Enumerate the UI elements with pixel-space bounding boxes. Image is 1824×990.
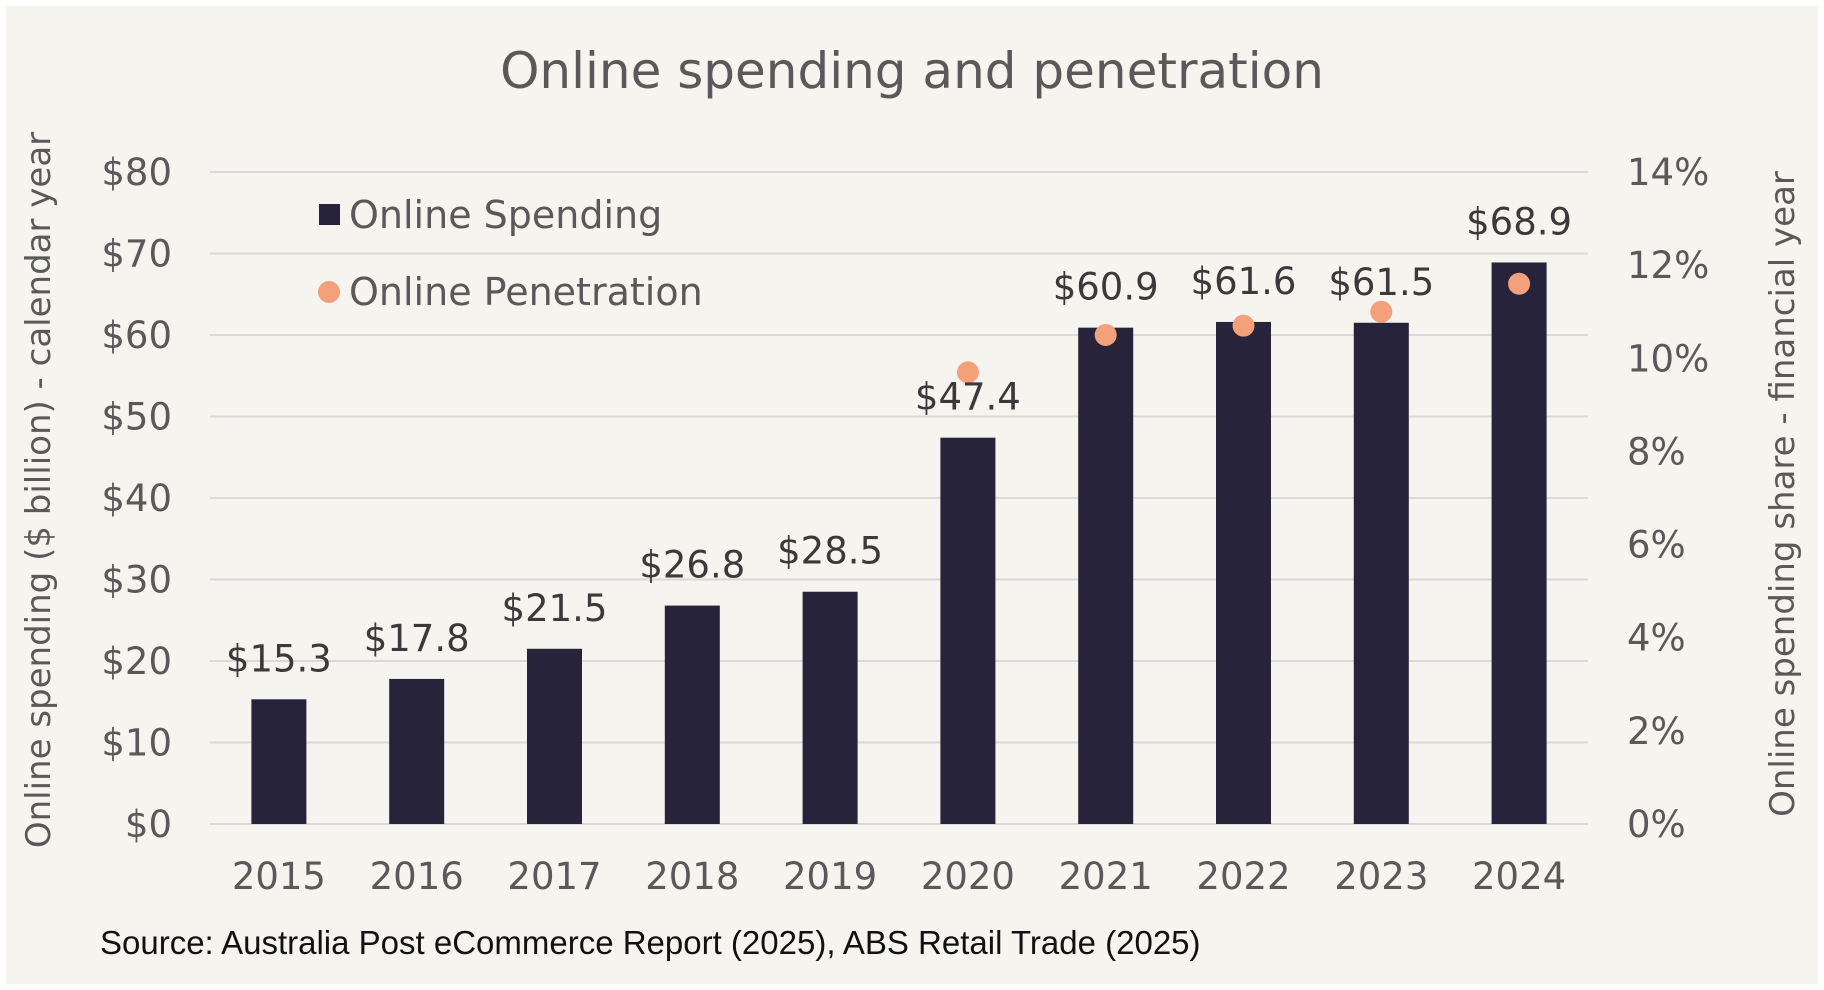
bar xyxy=(802,591,858,824)
x-tick-label: 2021 xyxy=(1059,855,1153,898)
penetration-dot xyxy=(1508,272,1531,295)
bar-value-label: $26.8 xyxy=(639,544,745,587)
x-tick-label: 2018 xyxy=(645,855,739,898)
bar xyxy=(664,605,720,824)
chart-title: Online spending and penetration xyxy=(500,42,1324,100)
y2-tick-label: 0% xyxy=(1627,803,1686,846)
y-tick-label: $0 xyxy=(125,803,172,846)
bar-value-label: $15.3 xyxy=(226,637,332,680)
y-tick-label: $40 xyxy=(101,477,172,520)
right-axis-title: Online spending share - financial year xyxy=(1763,171,1803,817)
y-tick-label: $20 xyxy=(101,640,172,683)
penetration-dot xyxy=(1370,300,1393,323)
y-tick-label: $30 xyxy=(101,559,172,602)
bar xyxy=(389,678,445,824)
legend-spending-label: Online Spending xyxy=(349,193,662,237)
bar xyxy=(1078,327,1134,824)
y2-tick-label: 4% xyxy=(1627,617,1686,660)
legend-bar-swatch xyxy=(319,204,340,225)
x-tick-label: 2016 xyxy=(370,855,464,898)
y-tick-label: $70 xyxy=(101,233,172,276)
y-tick-label: $50 xyxy=(101,396,172,439)
bar-value-label: $60.9 xyxy=(1053,266,1159,309)
bar xyxy=(251,699,307,824)
right-axis-ticks: 0% 2% 4% 6% 8% 10% 12% 14% xyxy=(1627,151,1709,846)
y-tick-label: $60 xyxy=(101,314,172,357)
bar-value-label: $61.5 xyxy=(1328,261,1434,304)
y2-tick-label: 12% xyxy=(1627,244,1709,287)
penetration-dot xyxy=(1094,324,1117,346)
dot-series xyxy=(956,272,1531,384)
y-tick-label: $10 xyxy=(101,722,172,765)
bar xyxy=(1491,262,1547,825)
legend: Online Spending Online Penetration xyxy=(318,193,703,314)
x-tick-label: 2020 xyxy=(921,855,1015,898)
bar xyxy=(1353,322,1409,824)
penetration-dot xyxy=(956,361,979,384)
bar-value-label: $68.9 xyxy=(1466,200,1572,243)
x-tick-label: 2015 xyxy=(232,855,326,898)
bar-value-label: $17.8 xyxy=(364,617,470,660)
bar-value-label: $28.5 xyxy=(777,530,883,573)
left-axis-title: Online spending ($ billion) - calendar y… xyxy=(19,132,59,848)
x-tick-label: 2024 xyxy=(1472,855,1566,898)
y2-tick-label: 10% xyxy=(1627,337,1709,380)
y2-tick-label: 6% xyxy=(1627,524,1686,567)
y2-tick-label: 14% xyxy=(1627,151,1709,194)
x-tick-label: 2017 xyxy=(507,855,601,898)
y2-tick-label: 8% xyxy=(1627,430,1686,473)
legend-penetration-label: Online Penetration xyxy=(349,270,703,314)
source-note: Source: Australia Post eCommerce Report … xyxy=(100,924,1201,961)
x-axis-ticks: 2015 2016 2017 2018 2019 2020 2021 2022 2023 2024 xyxy=(232,855,1566,898)
y-tick-label: $80 xyxy=(101,151,172,194)
bar xyxy=(527,648,582,824)
penetration-dot xyxy=(1232,314,1255,337)
bar xyxy=(940,437,996,824)
x-tick-label: 2022 xyxy=(1196,855,1290,898)
bar xyxy=(1216,321,1271,824)
bar-series xyxy=(251,262,1547,825)
bar-value-label: $21.5 xyxy=(502,587,608,630)
x-tick-label: 2023 xyxy=(1334,855,1428,898)
legend-dot-swatch xyxy=(318,281,340,303)
bar-value-label: $47.4 xyxy=(915,376,1021,419)
x-tick-label: 2019 xyxy=(783,855,877,898)
y2-tick-label: 2% xyxy=(1627,710,1686,753)
bar-value-label: $61.6 xyxy=(1191,260,1297,303)
data-labels: $15.3 $17.8 $21.5 $26.8 $28.5 $47.4 $60.9 $61.6… xyxy=(226,200,1572,680)
left-axis-ticks: $0 $10 $20 $30 $40 $50 $60 $70 $80 xyxy=(101,151,172,846)
